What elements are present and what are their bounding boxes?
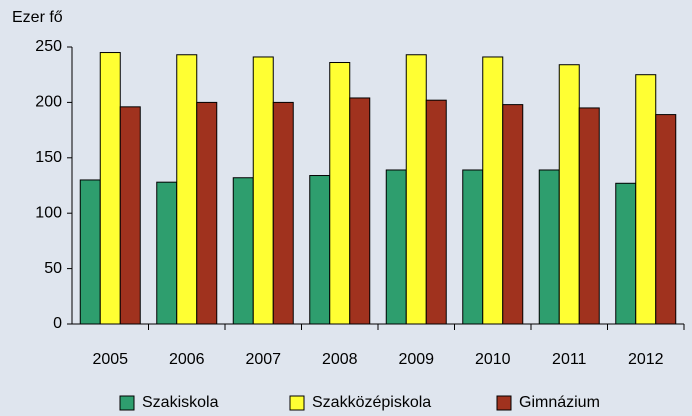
bar xyxy=(425,99,447,325)
bar xyxy=(349,97,371,325)
legend-swatch xyxy=(119,395,135,411)
bar xyxy=(578,107,600,325)
y-tick-label: 0 xyxy=(53,315,62,332)
bar xyxy=(79,179,101,325)
y-axis-label: Ezer fő xyxy=(12,9,63,26)
x-tick-label: 2012 xyxy=(628,351,664,368)
bar xyxy=(635,74,657,325)
bar xyxy=(385,169,407,325)
x-tick-label: 2007 xyxy=(245,351,281,368)
bar xyxy=(252,56,274,325)
legend-swatch xyxy=(496,395,512,411)
y-tick-label: 50 xyxy=(44,260,62,277)
bar xyxy=(502,104,524,325)
bar xyxy=(538,169,560,325)
x-tick-label: 2008 xyxy=(322,351,358,368)
bar xyxy=(119,106,141,325)
bar xyxy=(176,54,198,325)
legend-label: Szakiskola xyxy=(142,394,219,411)
x-tick-label: 2010 xyxy=(475,351,511,368)
bar xyxy=(272,101,294,325)
bar xyxy=(405,54,427,325)
bar xyxy=(309,175,331,325)
legend-label: Gimnázium xyxy=(519,394,600,411)
bar xyxy=(329,62,351,325)
x-tick-label: 2005 xyxy=(92,351,128,368)
y-tick-label: 200 xyxy=(35,94,62,111)
legend-label: Szakközépiskola xyxy=(312,394,431,411)
y-tick-label: 250 xyxy=(35,38,62,55)
bar xyxy=(462,169,484,325)
x-tick-label: 2006 xyxy=(169,351,205,368)
bar xyxy=(558,64,580,325)
bar xyxy=(232,177,254,325)
x-tick-label: 2009 xyxy=(398,351,434,368)
x-tick-label: 2011 xyxy=(552,351,587,368)
bar xyxy=(655,114,677,325)
bar xyxy=(196,101,218,325)
y-tick-label: 100 xyxy=(35,204,62,221)
bar xyxy=(156,181,178,325)
bar xyxy=(482,56,504,325)
legend-swatch xyxy=(289,395,305,411)
bar xyxy=(615,182,637,325)
y-tick-label: 150 xyxy=(35,149,62,166)
bar xyxy=(99,52,121,325)
